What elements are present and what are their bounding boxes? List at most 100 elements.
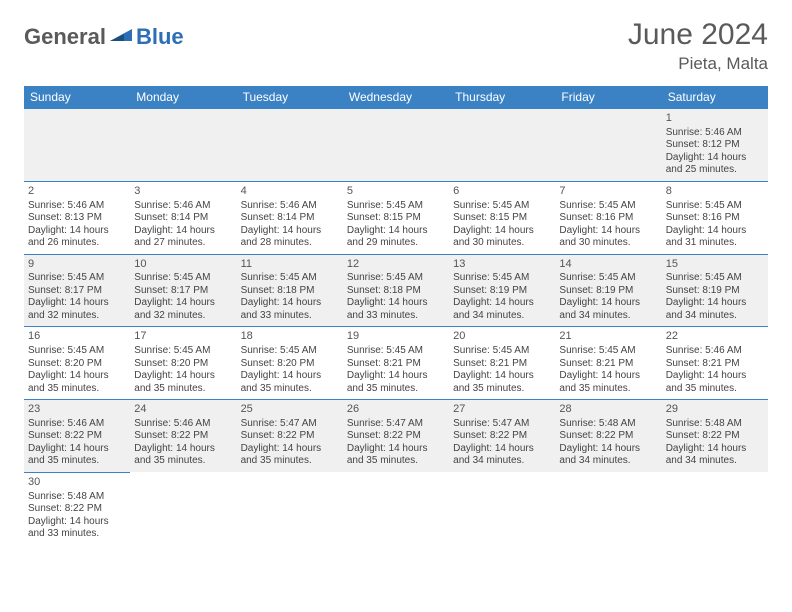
sunset-line: Sunset: 8:22 PM: [559, 430, 657, 443]
sunrise-line: Sunrise: 5:46 AM: [28, 418, 126, 431]
calendar-day: 20Sunrise: 5:45 AMSunset: 8:21 PMDayligh…: [449, 326, 555, 399]
calendar-day: 11Sunrise: 5:45 AMSunset: 8:18 PMDayligh…: [237, 254, 343, 327]
calendar-empty: [555, 108, 661, 181]
day-number: 30: [28, 476, 126, 490]
sunset-line: Sunset: 8:16 PM: [559, 212, 657, 225]
calendar-day: 22Sunrise: 5:46 AMSunset: 8:21 PMDayligh…: [662, 326, 768, 399]
sunrise-line: Sunrise: 5:46 AM: [666, 345, 764, 358]
daylight-line: Daylight: 14 hours and 25 minutes.: [666, 152, 764, 177]
logo-text-dark: General: [24, 24, 106, 50]
dow-header: Wednesday: [343, 86, 449, 108]
day-number: 14: [559, 258, 657, 272]
daylight-line: Daylight: 14 hours and 35 minutes.: [28, 443, 126, 468]
sunset-line: Sunset: 8:14 PM: [134, 212, 232, 225]
day-number: 8: [666, 185, 764, 199]
sunset-line: Sunset: 8:14 PM: [241, 212, 339, 225]
calendar-empty: [449, 108, 555, 181]
daylight-line: Daylight: 14 hours and 30 minutes.: [559, 225, 657, 250]
daylight-line: Daylight: 14 hours and 34 minutes.: [453, 443, 551, 468]
daylight-line: Daylight: 14 hours and 35 minutes.: [559, 370, 657, 395]
sunrise-line: Sunrise: 5:45 AM: [559, 345, 657, 358]
sunset-line: Sunset: 8:12 PM: [666, 139, 764, 152]
day-number: 25: [241, 403, 339, 417]
sunset-line: Sunset: 8:21 PM: [559, 358, 657, 371]
sunset-line: Sunset: 8:18 PM: [241, 285, 339, 298]
daylight-line: Daylight: 14 hours and 35 minutes.: [134, 443, 232, 468]
dow-header: Saturday: [662, 86, 768, 108]
day-number: 23: [28, 403, 126, 417]
sunrise-line: Sunrise: 5:45 AM: [453, 345, 551, 358]
sunset-line: Sunset: 8:20 PM: [28, 358, 126, 371]
daylight-line: Daylight: 14 hours and 32 minutes.: [28, 297, 126, 322]
daylight-line: Daylight: 14 hours and 32 minutes.: [134, 297, 232, 322]
calendar-day: 24Sunrise: 5:46 AMSunset: 8:22 PMDayligh…: [130, 399, 236, 472]
day-number: 7: [559, 185, 657, 199]
sunset-line: Sunset: 8:19 PM: [666, 285, 764, 298]
daylight-line: Daylight: 14 hours and 33 minutes.: [28, 516, 126, 541]
calendar-day: 15Sunrise: 5:45 AMSunset: 8:19 PMDayligh…: [662, 254, 768, 327]
daylight-line: Daylight: 14 hours and 30 minutes.: [453, 225, 551, 250]
day-number: 11: [241, 258, 339, 272]
daylight-line: Daylight: 14 hours and 34 minutes.: [453, 297, 551, 322]
day-number: 3: [134, 185, 232, 199]
sunrise-line: Sunrise: 5:47 AM: [241, 418, 339, 431]
calendar-day: 28Sunrise: 5:48 AMSunset: 8:22 PMDayligh…: [555, 399, 661, 472]
daylight-line: Daylight: 14 hours and 26 minutes.: [28, 225, 126, 250]
day-number: 27: [453, 403, 551, 417]
calendar-empty: [343, 108, 449, 181]
day-number: 28: [559, 403, 657, 417]
calendar-day: 13Sunrise: 5:45 AMSunset: 8:19 PMDayligh…: [449, 254, 555, 327]
calendar-day: 19Sunrise: 5:45 AMSunset: 8:21 PMDayligh…: [343, 326, 449, 399]
sunrise-line: Sunrise: 5:45 AM: [453, 200, 551, 213]
sunset-line: Sunset: 8:22 PM: [347, 430, 445, 443]
calendar-day: 25Sunrise: 5:47 AMSunset: 8:22 PMDayligh…: [237, 399, 343, 472]
sunset-line: Sunset: 8:22 PM: [453, 430, 551, 443]
logo: General Blue: [24, 24, 184, 50]
sunrise-line: Sunrise: 5:48 AM: [28, 491, 126, 504]
daylight-line: Daylight: 14 hours and 35 minutes.: [453, 370, 551, 395]
sunrise-line: Sunrise: 5:48 AM: [666, 418, 764, 431]
calendar-empty: [237, 108, 343, 181]
calendar-day: 8Sunrise: 5:45 AMSunset: 8:16 PMDaylight…: [662, 181, 768, 254]
calendar-empty: [130, 108, 236, 181]
sunset-line: Sunset: 8:21 PM: [453, 358, 551, 371]
day-number: 15: [666, 258, 764, 272]
daylight-line: Daylight: 14 hours and 34 minutes.: [559, 297, 657, 322]
sunrise-line: Sunrise: 5:45 AM: [28, 272, 126, 285]
daylight-line: Daylight: 14 hours and 35 minutes.: [241, 370, 339, 395]
daylight-line: Daylight: 14 hours and 34 minutes.: [666, 297, 764, 322]
sunset-line: Sunset: 8:21 PM: [347, 358, 445, 371]
day-number: 16: [28, 330, 126, 344]
daylight-line: Daylight: 14 hours and 35 minutes.: [241, 443, 339, 468]
calendar-day: 5Sunrise: 5:45 AMSunset: 8:15 PMDaylight…: [343, 181, 449, 254]
sunrise-line: Sunrise: 5:46 AM: [134, 200, 232, 213]
location: Pieta, Malta: [628, 54, 768, 74]
day-number: 17: [134, 330, 232, 344]
calendar-day: 14Sunrise: 5:45 AMSunset: 8:19 PMDayligh…: [555, 254, 661, 327]
calendar-day: 2Sunrise: 5:46 AMSunset: 8:13 PMDaylight…: [24, 181, 130, 254]
sunset-line: Sunset: 8:17 PM: [28, 285, 126, 298]
sunset-line: Sunset: 8:13 PM: [28, 212, 126, 225]
sunset-line: Sunset: 8:22 PM: [666, 430, 764, 443]
daylight-line: Daylight: 14 hours and 34 minutes.: [559, 443, 657, 468]
sunset-line: Sunset: 8:22 PM: [28, 503, 126, 516]
day-number: 10: [134, 258, 232, 272]
sunset-line: Sunset: 8:22 PM: [134, 430, 232, 443]
daylight-line: Daylight: 14 hours and 31 minutes.: [666, 225, 764, 250]
day-number: 29: [666, 403, 764, 417]
sunrise-line: Sunrise: 5:45 AM: [453, 272, 551, 285]
sunrise-line: Sunrise: 5:47 AM: [453, 418, 551, 431]
calendar-grid: SundayMondayTuesdayWednesdayThursdayFrid…: [24, 86, 768, 545]
sunrise-line: Sunrise: 5:45 AM: [666, 272, 764, 285]
day-number: 26: [347, 403, 445, 417]
daylight-line: Daylight: 14 hours and 33 minutes.: [347, 297, 445, 322]
day-number: 21: [559, 330, 657, 344]
sunrise-line: Sunrise: 5:45 AM: [559, 272, 657, 285]
sunset-line: Sunset: 8:16 PM: [666, 212, 764, 225]
sunset-line: Sunset: 8:15 PM: [347, 212, 445, 225]
sunrise-line: Sunrise: 5:45 AM: [559, 200, 657, 213]
sunrise-line: Sunrise: 5:46 AM: [28, 200, 126, 213]
daylight-line: Daylight: 14 hours and 35 minutes.: [347, 370, 445, 395]
calendar-day: 6Sunrise: 5:45 AMSunset: 8:15 PMDaylight…: [449, 181, 555, 254]
day-number: 12: [347, 258, 445, 272]
